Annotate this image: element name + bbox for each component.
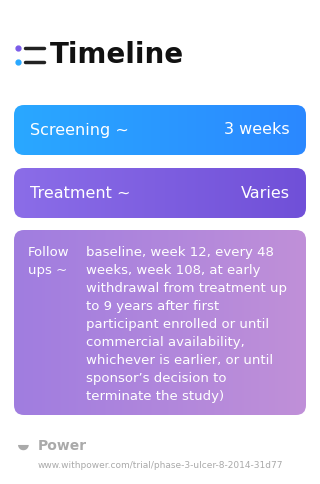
Text: Follow
ups ~: Follow ups ~: [28, 246, 70, 277]
Text: Treatment ~: Treatment ~: [30, 185, 131, 200]
Text: Varies: Varies: [241, 185, 290, 200]
Text: baseline, week 12, every 48
weeks, week 108, at early
withdrawal from treatment : baseline, week 12, every 48 weeks, week …: [86, 246, 287, 403]
Text: Timeline: Timeline: [50, 41, 184, 69]
Text: www.withpower.com/trial/phase-3-ulcer-8-2014-31d77: www.withpower.com/trial/phase-3-ulcer-8-…: [37, 462, 283, 470]
Text: ◖: ◖: [15, 442, 29, 450]
Text: Power: Power: [38, 439, 87, 453]
Text: 3 weeks: 3 weeks: [224, 122, 290, 137]
Text: Screening ~: Screening ~: [30, 122, 129, 137]
